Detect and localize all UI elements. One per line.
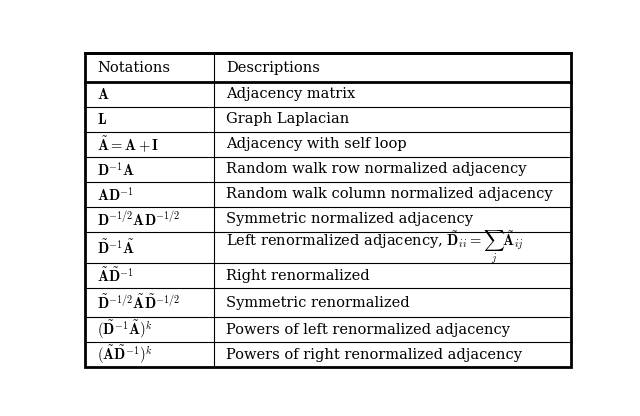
Text: Random walk row normalized adjacency: Random walk row normalized adjacency [226,162,527,176]
Text: Graph Laplacian: Graph Laplacian [226,112,349,126]
Text: $\tilde{\mathbf{A}} = \mathbf{A} + \mathbf{I}$: $\tilde{\mathbf{A}} = \mathbf{A} + \math… [97,134,160,154]
Text: Adjacency with self loop: Adjacency with self loop [226,137,407,151]
Text: Random walk column normalized adjacency: Random walk column normalized adjacency [226,188,553,201]
Text: $\mathbf{A}$: $\mathbf{A}$ [97,87,110,102]
Text: Notations: Notations [97,60,170,74]
Text: $\mathbf{D}^{-1/2} \mathbf{A} \mathbf{D}^{-1/2}$: $\mathbf{D}^{-1/2} \mathbf{A} \mathbf{D}… [97,210,181,228]
Text: Symmetric renormalized: Symmetric renormalized [226,296,410,310]
Text: Left renormalized adjacency, $\tilde{\mathbf{D}}_{ii} = \sum_j \tilde{\mathbf{A}: Left renormalized adjacency, $\tilde{\ma… [226,229,524,266]
Text: $(\tilde{\mathbf{A}} \tilde{\mathbf{D}}^{-1})^k$: $(\tilde{\mathbf{A}} \tilde{\mathbf{D}}^… [97,343,153,366]
Text: $\mathbf{A} \mathbf{D}^{-1}$: $\mathbf{A} \mathbf{D}^{-1}$ [97,186,134,203]
Text: $\tilde{\mathbf{D}}^{-1} \tilde{\mathbf{A}}$: $\tilde{\mathbf{D}}^{-1} \tilde{\mathbf{… [97,238,136,257]
Text: $\mathbf{D}^{-1} \mathbf{A}$: $\mathbf{D}^{-1} \mathbf{A}$ [97,161,136,178]
Text: Descriptions: Descriptions [226,60,320,74]
Text: $(\tilde{\mathbf{D}}^{-1} \tilde{\mathbf{A}})^k$: $(\tilde{\mathbf{D}}^{-1} \tilde{\mathbf… [97,318,153,341]
Text: Powers of right renormalized adjacency: Powers of right renormalized adjacency [226,347,522,362]
Text: Right renormalized: Right renormalized [226,269,370,283]
Text: Symmetric normalized adjacency: Symmetric normalized adjacency [226,213,473,226]
Text: $\tilde{\mathbf{D}}^{-1/2} \tilde{\mathbf{A}} \tilde{\mathbf{D}}^{-1/2}$: $\tilde{\mathbf{D}}^{-1/2} \tilde{\mathb… [97,293,181,312]
Text: $\mathbf{L}$: $\mathbf{L}$ [97,112,108,127]
Text: Powers of left renormalized adjacency: Powers of left renormalized adjacency [226,322,510,337]
Text: $\tilde{\mathbf{A}} \tilde{\mathbf{D}}^{-1}$: $\tilde{\mathbf{A}} \tilde{\mathbf{D}}^{… [97,266,134,285]
Text: Adjacency matrix: Adjacency matrix [226,87,355,102]
